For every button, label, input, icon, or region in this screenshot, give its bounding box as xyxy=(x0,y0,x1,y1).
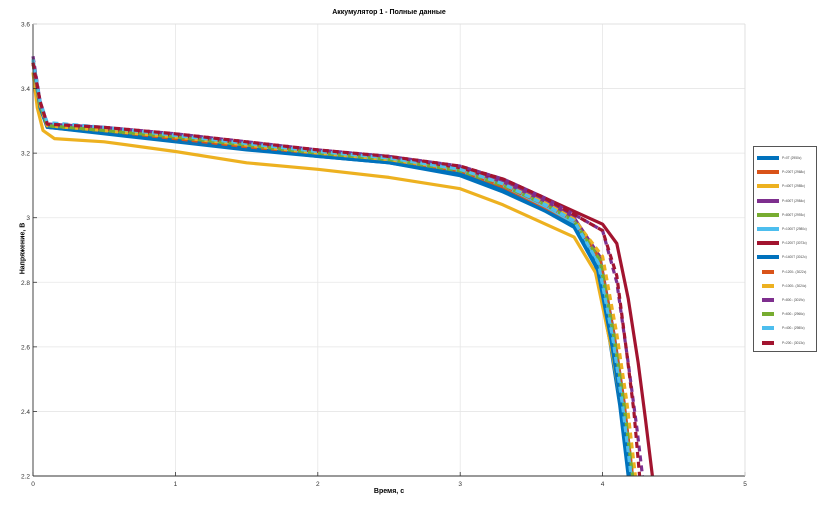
legend-item[interactable]: P=200↓ (3013с) xyxy=(757,335,813,349)
legend-label: P=600↓ (2966с) xyxy=(782,312,805,317)
x-tick-label: 4 xyxy=(601,481,605,488)
legend-line-swatch-icon xyxy=(762,340,774,345)
legend-item[interactable]: P=1000Т (2980с) xyxy=(757,222,813,236)
legend-label: P=1000↓ (3024с) xyxy=(782,283,807,288)
series-line-1 xyxy=(31,62,630,477)
series-line-10 xyxy=(31,62,637,477)
legend-item[interactable]: P=800↓ (3019с) xyxy=(757,293,813,307)
legend-item[interactable]: P=1000↓ (3024с) xyxy=(757,279,813,293)
y-tick-label: 2.4 xyxy=(21,409,30,416)
legend-label: P=200Т (2968с) xyxy=(782,170,805,175)
series-line-12 xyxy=(31,59,635,477)
series-line-6 xyxy=(31,59,633,477)
x-tick-labels: 0 1 2 3 4 5 xyxy=(31,481,747,488)
legend[interactable]: P=0Т (2950с) P=200Т (2968с) P=400Т (2985с)… xyxy=(753,146,817,352)
x-tick-label: 0 xyxy=(31,481,35,488)
legend-line-swatch-icon xyxy=(757,255,779,260)
series-line-7 xyxy=(31,62,654,477)
legend-label: P=800Т (2993с) xyxy=(782,212,805,217)
series-line-3 xyxy=(31,72,633,477)
legend-item[interactable]: P=800Т (2993с) xyxy=(757,208,813,222)
legend-item[interactable]: P=200Т (2968с) xyxy=(757,165,813,179)
legend-label: P=0Т (2950с) xyxy=(782,156,802,161)
y-tick-label: 2.6 xyxy=(21,344,30,351)
legend-line-swatch-icon xyxy=(757,156,779,161)
grid-lines xyxy=(32,23,746,477)
legend-line-swatch-icon xyxy=(762,312,774,317)
legend-item[interactable]: P=600Т (2984с) xyxy=(757,194,813,208)
y-tick-label: 3.6 xyxy=(21,22,30,29)
axes xyxy=(32,23,746,477)
legend-line-swatch-icon xyxy=(762,283,774,288)
x-tick-label: 1 xyxy=(174,481,178,488)
chart-title: Аккумулятор 1 - Полные данные xyxy=(332,9,446,16)
legend-line-swatch-icon xyxy=(757,227,779,232)
legend-label: P=1000Т (2980с) xyxy=(782,227,807,232)
legend-line-swatch-icon xyxy=(762,326,774,331)
series-line-9 xyxy=(31,62,635,477)
legend-line-swatch-icon xyxy=(762,297,774,302)
legend-label: P=400Т (2985с) xyxy=(782,184,805,189)
legend-item[interactable]: P=400Т (2985с) xyxy=(757,179,813,193)
series-line-4 xyxy=(31,59,635,477)
legend-item[interactable]: P=1400Т (3012с) xyxy=(757,250,813,264)
legend-line-swatch-icon xyxy=(757,198,779,203)
series-line-2 xyxy=(31,62,633,477)
legend-line-swatch-icon xyxy=(762,269,774,274)
legend-line-swatch-icon xyxy=(757,212,779,217)
legend-label: P=800↓ (3019с) xyxy=(782,297,805,302)
legend-item[interactable]: P=400↓ (2980с) xyxy=(757,321,813,335)
y-tick-label: 3 xyxy=(26,215,30,222)
legend-label: P=200↓ (3013с) xyxy=(782,340,805,345)
legend-line-swatch-icon xyxy=(757,170,779,175)
y-tick-label: 2.8 xyxy=(21,280,30,287)
legend-label: P=1400Т (3012с) xyxy=(782,255,807,260)
x-tick-label: 3 xyxy=(458,481,462,488)
data-series xyxy=(31,56,654,477)
legend-item[interactable]: P=600↓ (2966с) xyxy=(757,307,813,321)
legend-line-swatch-icon xyxy=(757,184,779,189)
series-line-5 xyxy=(31,59,635,477)
legend-line-swatch-icon xyxy=(757,241,779,246)
legend-label: P=1200Т (3073с) xyxy=(782,241,807,246)
y-tick-label: 3.4 xyxy=(21,86,30,93)
y-tick-labels: 2.2 2.4 2.6 2.8 3 3.2 3.4 3.6 xyxy=(21,22,30,481)
y-axis-label: Напряжение, В xyxy=(19,222,27,275)
series-line-14 xyxy=(31,62,642,477)
y-tick-label: 2.2 xyxy=(21,474,30,481)
legend-label: P=600Т (2984с) xyxy=(782,198,805,203)
legend-label: P=400↓ (2980с) xyxy=(782,326,805,331)
y-tick-label: 3.2 xyxy=(21,151,30,158)
series-line-11 xyxy=(31,56,645,477)
legend-item[interactable]: P=0Т (2950с) xyxy=(757,151,813,165)
legend-item[interactable]: P=1200Т (3073с) xyxy=(757,236,813,250)
x-axis-label: Время, с xyxy=(373,488,405,495)
legend-label: P=1200↓ (3022с) xyxy=(782,269,807,274)
series-line-8 xyxy=(31,62,632,477)
series-line-13 xyxy=(31,59,633,477)
legend-item[interactable]: P=1200↓ (3022с) xyxy=(757,265,813,279)
x-tick-label: 2 xyxy=(316,481,320,488)
x-tick-label: 5 xyxy=(743,481,747,488)
